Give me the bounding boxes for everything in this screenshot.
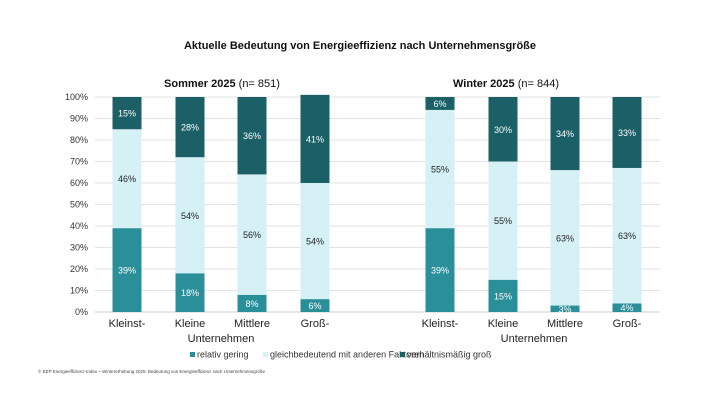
data-label: 28% <box>181 123 199 133</box>
x-category-label: Groß- <box>301 318 330 330</box>
bar-segment <box>237 294 267 312</box>
data-label: 54% <box>306 237 324 247</box>
bar-segment <box>112 228 142 312</box>
data-label: 15% <box>494 291 512 301</box>
y-tick-label: 0% <box>75 307 88 317</box>
y-tick-label: 20% <box>70 264 88 274</box>
data-label: 55% <box>494 216 512 226</box>
x-category-label: Mittlere <box>547 318 583 330</box>
x-category-label: Mittlere <box>234 318 270 330</box>
legend-item: verhältnismäßig groß <box>400 350 492 360</box>
bar-segment <box>300 183 330 300</box>
data-label: 63% <box>556 233 574 243</box>
x-category-label: Kleinst- <box>109 318 146 330</box>
bar-segment <box>488 97 518 162</box>
bar-segment <box>175 273 205 312</box>
bar-segment <box>612 167 642 304</box>
y-tick-label: 90% <box>70 114 88 124</box>
y-axis: 0% 10% 20% 30% 40% 50% 60% 70% 80% 90% 100% <box>65 92 88 317</box>
bar-segment <box>612 303 642 312</box>
legend-swatch <box>190 352 195 357</box>
bar-segment <box>112 97 142 130</box>
bar-segment <box>550 170 580 306</box>
x-category-label: Groß- <box>613 318 642 330</box>
data-label: 6% <box>308 301 321 311</box>
data-label: 36% <box>243 131 261 141</box>
x-group-label: Unternehmen <box>188 333 255 345</box>
bar-segment <box>425 109 455 229</box>
panels: Sommer 2025 (n= 851) 39% 46% 15% Kleinst- 18%… <box>109 78 642 345</box>
legend-item: gleichbedeutend mit anderen Faktoren <box>263 350 424 360</box>
data-label: 39% <box>431 266 449 276</box>
bar-segment <box>488 279 518 312</box>
data-label: 54% <box>181 211 199 221</box>
panel-sommer: Sommer 2025 (n= 851) 39% 46% 15% Kleinst- 18%… <box>109 78 330 345</box>
data-label: 33% <box>618 128 636 138</box>
y-tick-label: 50% <box>70 200 88 210</box>
bar-segment <box>425 228 455 312</box>
data-label: 39% <box>118 266 136 276</box>
data-label: 34% <box>556 129 574 139</box>
data-label: 41% <box>306 134 324 144</box>
x-group-label: Unternehmen <box>501 333 568 345</box>
y-tick-label: 70% <box>70 157 88 167</box>
y-tick-label: 60% <box>70 178 88 188</box>
panel-title: Winter 2025 (n= 844) <box>453 78 559 90</box>
data-label: 18% <box>181 288 199 298</box>
bar-segment <box>175 97 205 158</box>
panel-title-season: Sommer 2025 <box>164 78 236 90</box>
legend-swatch <box>263 352 268 357</box>
legend: relativ gering gleichbedeutend mit andere… <box>190 350 492 360</box>
x-category-label: Kleine <box>175 318 206 330</box>
data-label: 6% <box>433 99 446 109</box>
panel-title: Sommer 2025 (n= 851) <box>164 78 280 90</box>
data-label: 63% <box>618 231 636 241</box>
bar-segment <box>237 174 267 295</box>
x-category-label: Kleinst- <box>422 318 459 330</box>
y-tick-label: 80% <box>70 135 88 145</box>
legend-label: gleichbedeutend mit anderen Faktoren <box>270 350 424 360</box>
data-label: 15% <box>118 109 136 119</box>
bar-segment <box>112 129 142 229</box>
panel-title-n: (n= 851) <box>236 78 280 90</box>
panel-title-n: (n= 844) <box>515 78 559 90</box>
data-label: 30% <box>494 125 512 135</box>
panel-winter: Winter 2025 (n= 844) 39% 55% 6% Kleinst- 15% 5… <box>422 78 642 345</box>
legend-label: relativ gering <box>197 350 249 360</box>
bar-segment <box>550 305 580 312</box>
bar-segment <box>550 97 580 171</box>
legend-label: verhältnismäßig groß <box>407 350 492 360</box>
x-category-label: Kleine <box>488 318 519 330</box>
legend-swatch <box>400 352 405 357</box>
footer-caption: © EEP Energieeffizienz-Index – Wintererh… <box>38 369 265 374</box>
data-label: 46% <box>118 174 136 184</box>
data-label: 8% <box>245 299 258 309</box>
chart-title: Aktuelle Bedeutung von Energieeffizienz … <box>184 40 536 52</box>
y-tick-label: 100% <box>65 92 88 102</box>
bar-segment <box>237 97 267 175</box>
data-label: 56% <box>243 230 261 240</box>
legend-item: relativ gering <box>190 350 249 360</box>
bar-segment <box>300 299 330 312</box>
bar-segment <box>300 94 330 183</box>
data-label: 3% <box>558 304 571 314</box>
bar-segment <box>425 97 455 110</box>
data-label: 4% <box>620 303 633 313</box>
panel-title-season: Winter 2025 <box>453 78 515 90</box>
bar-segment <box>612 97 642 168</box>
bar-segment <box>488 161 518 280</box>
bar-segment <box>175 157 205 274</box>
data-label: 55% <box>431 165 449 175</box>
y-tick-label: 40% <box>70 221 88 231</box>
y-tick-label: 10% <box>70 286 88 296</box>
y-tick-label: 30% <box>70 243 88 253</box>
